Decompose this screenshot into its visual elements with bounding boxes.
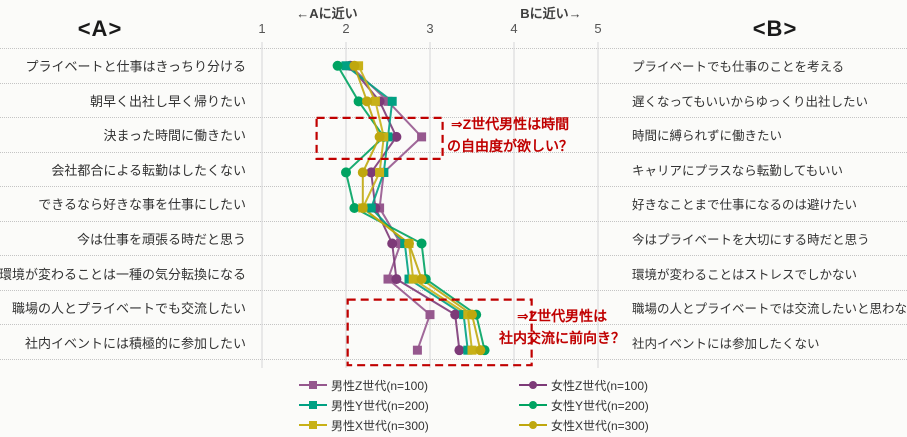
column-b-header: <B>	[752, 16, 798, 41]
legend-item-male-y: 男性Y世代(n=200)	[299, 395, 454, 415]
statement-b-label: 好きなことまで仕事になるのは避けたい	[632, 198, 858, 213]
legend-label: 女性X世代(n=300)	[551, 418, 649, 433]
statement-row: 職場の人とプライベートでも交流したい 職場の人とプライベートでは交流したいと思わな…	[0, 291, 907, 326]
statement-a-label: 社内イベントには積極的に参加したい	[24, 335, 246, 351]
statement-b-label: 職場の人とプライベートでは交流したいと思わない	[632, 302, 907, 317]
statement-a-label: 会社都合による転勤はしたくない	[51, 162, 246, 178]
statement-row: できるなら好きな事を仕事にしたい 好きなことまで仕事になるのは避けたい	[0, 187, 907, 222]
statement-b-label: 時間に縛られずに働きたい	[632, 129, 783, 144]
statement-a-label: 今は仕事を頑張る時だと思う	[76, 232, 246, 247]
statement-row: 会社都合による転勤はしたくない キャリアにプラスなら転勤してもいい	[0, 153, 907, 188]
statement-b-label: 社内イベントには参加したくない	[632, 336, 820, 351]
axis-tick-label: 1	[258, 21, 266, 36]
legend-item-female-x: 女性X世代(n=300)	[519, 415, 674, 435]
statement-row: プライベートと仕事はきっちり分ける プライベートでも仕事のことを考える	[0, 49, 907, 84]
statement-b-label: 環境が変わることはストレスでしかない	[632, 267, 858, 282]
axis-tick-label: 5	[594, 21, 602, 36]
statement-a-label: 決まった時間に働きたい	[103, 128, 246, 144]
legend-swatch-male-x	[299, 419, 327, 431]
legend-label: 女性Y世代(n=200)	[551, 398, 649, 413]
column-a-header: <A>	[77, 16, 123, 41]
legend-swatch-male-y	[299, 399, 327, 411]
legend-item-female-z: 女性Z世代(n=100)	[519, 375, 674, 395]
legend-item-male-z: 男性Z世代(n=100)	[299, 375, 454, 395]
statement-row: 今は仕事を頑張る時だと思う 今はプライベートを大切にする時だと思う	[0, 222, 907, 257]
legend-swatch-male-z	[299, 379, 327, 391]
statement-a-label: できるなら好きな事を仕事にしたい	[38, 197, 246, 213]
statement-row: 社内イベントには積極的に参加したい 社内イベントには参加したくない	[0, 325, 907, 360]
axis-tick-label: 4	[510, 21, 518, 36]
legend-label: 女性Z世代(n=100)	[551, 378, 649, 393]
axis-tick-labels: 1 2 3 4 5	[0, 21, 907, 39]
legend-label: 男性X世代(n=300)	[331, 418, 429, 433]
statement-b-label: キャリアにプラスなら転勤してもいい	[632, 163, 844, 178]
statement-b-label: 遅くなってもいいからゆっくり出社したい	[632, 94, 869, 109]
statement-a-label: 朝早く出社し早く帰りたい	[89, 93, 246, 109]
legend-swatch-female-x	[519, 419, 547, 431]
axis-hint-closer-to-a: ←Aに近い	[296, 6, 358, 21]
legend-swatch-female-y	[519, 399, 547, 411]
axis-tick-label: 2	[342, 21, 350, 36]
annotation-time-freedom: ⇒Z世代男性は時間 の自由度が欲しい？	[447, 116, 573, 154]
annotation-social-positive: ⇒Z世代男性は 社内交流に前向き？	[499, 308, 625, 346]
legend-label: 男性Z世代(n=100)	[331, 378, 429, 393]
statement-rows: プライベートと仕事はきっちり分ける プライベートでも仕事のことを考える朝早く出社し…	[0, 48, 907, 360]
legend-item-female-y: 女性Y世代(n=200)	[519, 395, 674, 415]
legend-label: 男性Y世代(n=200)	[331, 398, 429, 413]
legend-item-male-x: 男性X世代(n=300)	[299, 415, 454, 435]
statement-a-label: 職場の人とプライベートでも交流したい	[11, 301, 246, 317]
statement-a-label: 環境が変わることは一種の気分転換になる	[0, 266, 246, 282]
statement-row: 朝早く出社し早く帰りたい 遅くなってもいいからゆっくり出社したい	[0, 84, 907, 119]
statement-row: 環境が変わることは一種の気分転換になる 環境が変わることはストレスでしかない	[0, 256, 907, 291]
axis-hint-closer-to-b: Bに近い→	[520, 6, 582, 21]
chart-legend: 男性Z世代(n=100) 男性Y世代(n=200) 男性X世代(n=300) 女性Z世…	[299, 375, 674, 435]
legend-swatch-female-z	[519, 379, 547, 391]
statement-a-label: プライベートと仕事はきっちり分ける	[25, 59, 246, 75]
axis-tick-label: 3	[426, 21, 434, 36]
statement-b-label: プライベートでも仕事のことを考える	[632, 60, 845, 75]
statement-b-label: 今はプライベートを大切にする時だと思う	[632, 233, 870, 247]
